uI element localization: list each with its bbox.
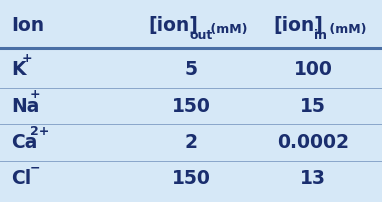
Text: 13: 13 [300,169,326,188]
Text: Ion: Ion [11,16,45,35]
Text: (mM): (mM) [206,23,248,36]
Text: [ion]: [ion] [274,16,324,35]
Text: K: K [11,60,26,79]
Text: 150: 150 [172,97,210,116]
Text: 150: 150 [172,169,210,188]
Text: +: + [30,88,40,101]
Text: 5: 5 [185,60,197,79]
Text: Cl: Cl [11,169,32,188]
Text: out: out [189,29,213,42]
Text: [ion]: [ion] [149,16,198,35]
Text: Ca: Ca [11,133,38,152]
Text: 100: 100 [294,60,333,79]
Text: (mM): (mM) [325,23,367,36]
Text: +: + [21,52,32,65]
Text: −: − [30,161,40,174]
Text: Na: Na [11,97,40,116]
Text: 0.0002: 0.0002 [277,133,349,152]
Text: 15: 15 [300,97,326,116]
Text: in: in [314,29,327,42]
Text: 2: 2 [185,133,197,152]
Text: 2+: 2+ [30,125,49,138]
